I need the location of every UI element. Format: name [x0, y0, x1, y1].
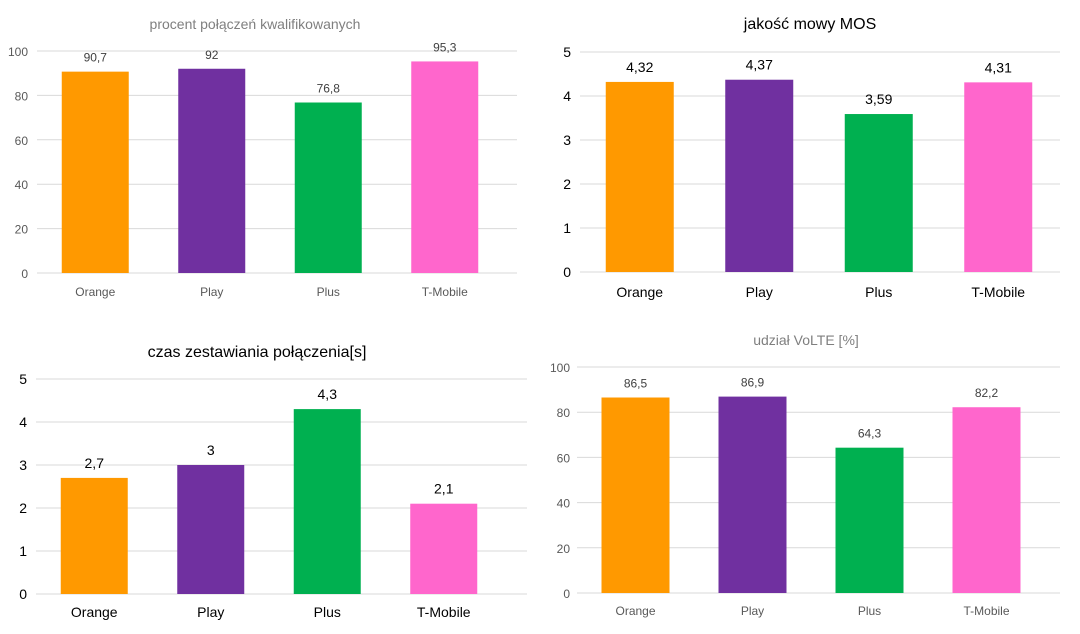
data-label: 4,32 — [626, 59, 653, 75]
bar-play — [725, 79, 794, 272]
x-tick-label: T-Mobile — [971, 284, 1025, 300]
data-label: 86,5 — [624, 377, 648, 391]
y-tick-label: 20 — [557, 542, 571, 556]
data-label: 76,8 — [317, 82, 341, 96]
chart-title: procent połączeń kwalifikowanych — [150, 16, 361, 32]
y-tick-label: 0 — [21, 267, 28, 281]
bar-orange — [61, 71, 129, 273]
bar-orange — [601, 397, 670, 593]
bar-plus — [835, 447, 904, 593]
chart-setup-time: czas zestawiania połączenia[s] 0 1 2 3 4 5 2,7 O… — [19, 344, 527, 620]
data-label: 92 — [205, 48, 219, 62]
bar-orange — [60, 477, 128, 594]
y-tick-label: 0 — [563, 587, 570, 601]
y-tick-label: 80 — [15, 89, 29, 103]
x-tick-label: T-Mobile — [963, 604, 1009, 618]
data-label: 4,3 — [318, 386, 338, 402]
bar-orange — [605, 81, 674, 272]
data-label: 2,7 — [85, 455, 105, 471]
bar-t-mobile — [964, 82, 1033, 272]
bar-play — [718, 396, 787, 593]
y-tick-label: 60 — [557, 451, 571, 465]
y-tick-label: 2 — [19, 500, 27, 516]
x-tick-label: Play — [746, 284, 773, 300]
bar-t-mobile — [952, 407, 1021, 593]
data-label: 82,2 — [975, 386, 999, 400]
x-tick-label: Plus — [858, 604, 881, 618]
y-tick-label: 0 — [19, 586, 27, 602]
x-tick-label: Plus — [865, 284, 892, 300]
x-tick-label: Play — [741, 604, 764, 618]
x-tick-label: Plus — [314, 604, 341, 620]
data-label: 90,7 — [84, 51, 108, 65]
x-tick-label: Orange — [71, 604, 118, 620]
bar-t-mobile — [411, 61, 479, 274]
data-label: 4,37 — [746, 57, 773, 73]
x-tick-label: Orange — [75, 285, 115, 299]
x-tick-label: Orange — [616, 284, 663, 300]
bar-t-mobile — [410, 503, 478, 594]
bar-plus — [844, 114, 913, 272]
chart-title: jakość mowy MOS — [743, 16, 876, 33]
x-tick-label: T-Mobile — [417, 604, 471, 620]
bar-plus — [294, 102, 362, 273]
y-tick-label: 100 — [550, 361, 570, 375]
bar-plus — [293, 409, 361, 594]
y-tick-label: 40 — [15, 178, 29, 192]
y-tick-label: 60 — [15, 134, 29, 148]
x-tick-label: Play — [200, 285, 223, 299]
data-label: 3,59 — [865, 91, 892, 107]
y-tick-label: 3 — [19, 457, 27, 473]
data-label: 3 — [207, 442, 215, 458]
x-tick-label: Orange — [615, 604, 655, 618]
y-tick-label: 20 — [15, 223, 29, 237]
y-tick-label: 1 — [563, 220, 571, 236]
data-label: 2,1 — [434, 481, 454, 497]
chart-title: czas zestawiania połączenia[s] — [148, 344, 367, 361]
chart-mos-quality: jakość mowy MOS 0 1 2 3 4 5 4,32 Orange 4,37 Play 3… — [563, 16, 1060, 300]
x-tick-label: T-Mobile — [422, 285, 468, 299]
y-tick-label: 4 — [19, 414, 27, 430]
data-label: 4,31 — [985, 59, 1012, 75]
x-tick-label: Play — [197, 604, 224, 620]
x-tick-label: Plus — [317, 285, 340, 299]
y-tick-label: 3 — [563, 132, 571, 148]
y-tick-label: 4 — [563, 88, 571, 104]
chart-call-success: procent połączeń kwalifikowanych 0 20 40 60 8… — [8, 16, 517, 299]
data-label: 95,3 — [433, 40, 457, 54]
data-label: 64,3 — [858, 427, 882, 441]
bar-play — [177, 465, 245, 594]
chart-volte-share: udział VoLTE [%] 0 20 40 60 80 100 86,5 Orange 86… — [550, 332, 1060, 618]
y-tick-label: 80 — [557, 406, 571, 420]
y-tick-label: 40 — [557, 497, 571, 511]
y-tick-label: 100 — [8, 45, 28, 59]
chart-title: udział VoLTE [%] — [753, 332, 859, 348]
y-tick-label: 5 — [19, 371, 27, 387]
bar-play — [178, 68, 246, 273]
y-tick-label: 2 — [563, 176, 571, 192]
data-label: 86,9 — [741, 376, 765, 390]
y-tick-label: 0 — [563, 264, 571, 280]
y-tick-label: 5 — [563, 44, 571, 60]
y-tick-label: 1 — [19, 543, 27, 559]
